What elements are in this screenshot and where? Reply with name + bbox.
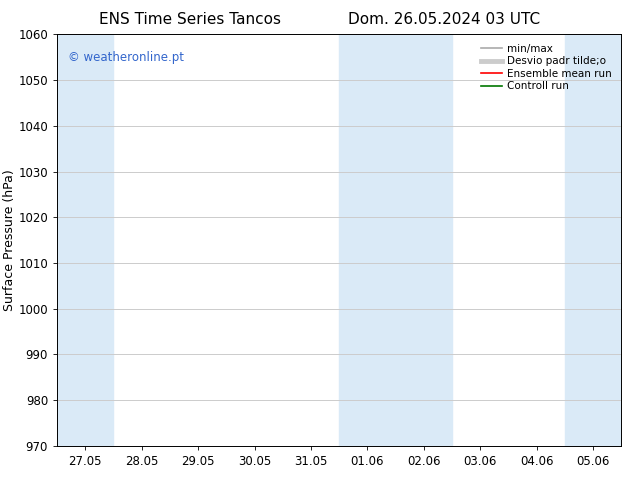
Y-axis label: Surface Pressure (hPa): Surface Pressure (hPa) (3, 169, 15, 311)
Text: © weatheronline.pt: © weatheronline.pt (68, 51, 184, 64)
Bar (339, 34, 452, 446)
Text: ENS Time Series Tancos: ENS Time Series Tancos (99, 12, 281, 27)
Bar (565, 34, 621, 446)
Legend: min/max, Desvio padr tilde;o, Ensemble mean run, Controll run: min/max, Desvio padr tilde;o, Ensemble m… (477, 40, 616, 96)
Bar (57, 34, 113, 446)
Text: Dom. 26.05.2024 03 UTC: Dom. 26.05.2024 03 UTC (347, 12, 540, 27)
